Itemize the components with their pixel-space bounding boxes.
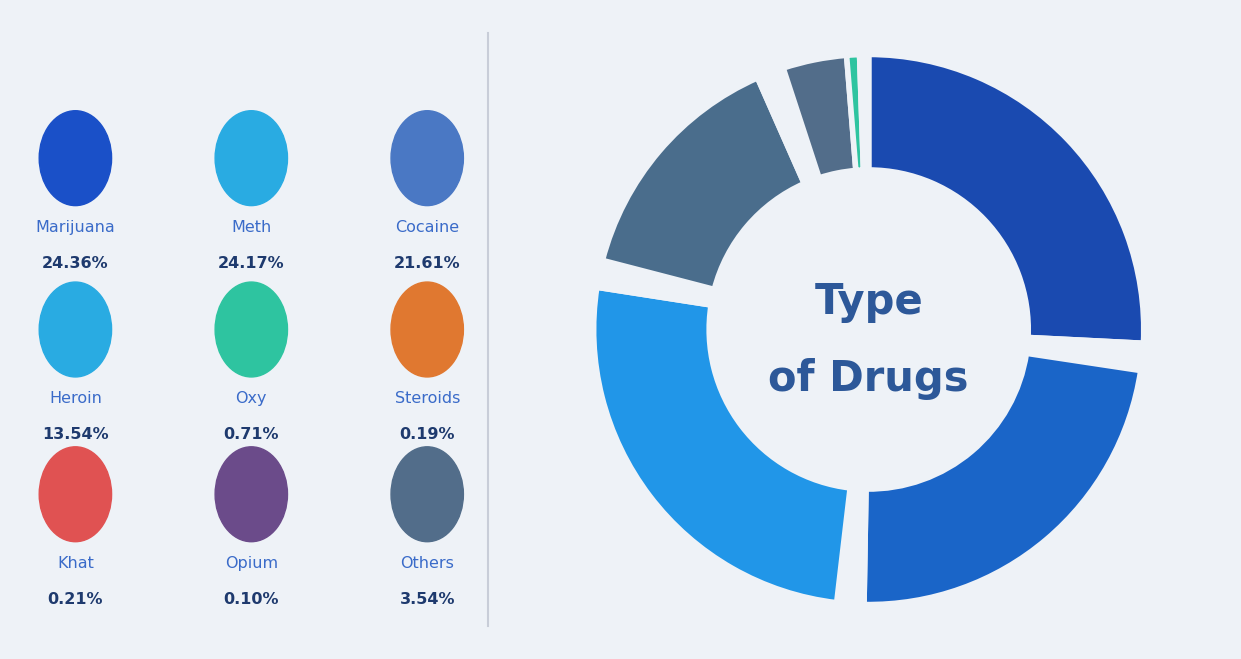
Text: Meth: Meth: [231, 220, 272, 235]
Text: Khat: Khat: [57, 556, 94, 571]
Wedge shape: [836, 488, 866, 604]
Text: 0.19%: 0.19%: [400, 428, 455, 442]
Circle shape: [40, 111, 112, 206]
Text: 21.61%: 21.61%: [393, 256, 460, 271]
Text: 24.36%: 24.36%: [42, 256, 109, 271]
Text: 13.54%: 13.54%: [42, 428, 109, 442]
Text: Heroin: Heroin: [48, 391, 102, 406]
Text: Steroids: Steroids: [395, 391, 460, 406]
Text: Marijuana: Marijuana: [36, 220, 115, 235]
Wedge shape: [867, 55, 869, 170]
Wedge shape: [864, 55, 867, 170]
Text: Others: Others: [401, 556, 454, 571]
Text: Opium: Opium: [225, 556, 278, 571]
Text: of Drugs: of Drugs: [768, 358, 969, 400]
Text: Cocaine: Cocaine: [395, 220, 459, 235]
Circle shape: [40, 282, 112, 377]
Circle shape: [215, 111, 288, 206]
Wedge shape: [846, 55, 864, 171]
Text: 0.71%: 0.71%: [223, 428, 279, 442]
Wedge shape: [783, 55, 856, 178]
Text: 0.10%: 0.10%: [223, 592, 279, 607]
Wedge shape: [597, 260, 715, 305]
Circle shape: [391, 447, 463, 542]
Text: Type: Type: [814, 281, 923, 323]
Circle shape: [391, 111, 463, 206]
Text: 24.17%: 24.17%: [218, 256, 284, 271]
Wedge shape: [869, 55, 1144, 343]
Wedge shape: [757, 68, 819, 184]
Wedge shape: [602, 78, 804, 289]
Circle shape: [215, 282, 288, 377]
Text: 3.54%: 3.54%: [400, 592, 455, 607]
Wedge shape: [864, 353, 1140, 604]
Wedge shape: [1026, 337, 1143, 370]
Text: Oxy: Oxy: [236, 391, 267, 406]
Circle shape: [391, 282, 463, 377]
Wedge shape: [860, 55, 866, 170]
Circle shape: [215, 447, 288, 542]
Wedge shape: [593, 287, 850, 603]
Text: 0.21%: 0.21%: [47, 592, 103, 607]
Circle shape: [40, 447, 112, 542]
